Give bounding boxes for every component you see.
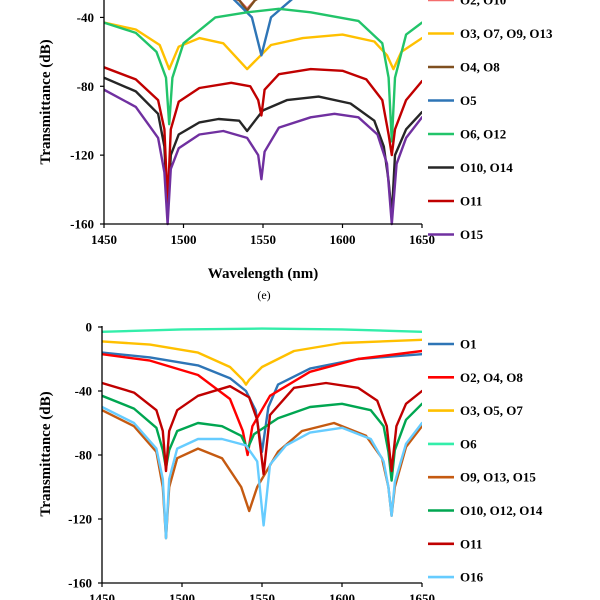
top-chart-legend-label: O3, O7, O9, O13 xyxy=(460,26,553,41)
top-chart-panel: -40-80-120-160 1450 1500 1550 1600 1650 Tran… xyxy=(38,0,553,282)
bottom-chart-legend-label: O9, O13, O15 xyxy=(460,470,536,485)
bottom-chart-x-tick-label: 1450 xyxy=(89,591,115,600)
top-chart-legend-label: O2, O10 xyxy=(460,0,506,8)
top-chart-series-o3-o7-o9-o13 xyxy=(104,21,422,71)
bottom-chart-legend-item: O16 xyxy=(428,570,484,585)
bottom-chart-series-o11 xyxy=(102,381,422,476)
top-chart-legend-item: O3, O7, O9, O13 xyxy=(428,26,553,41)
top-chart-series-o15 xyxy=(104,88,422,226)
bottom-chart-y-tick-label: -80 xyxy=(75,448,92,463)
bottom-chart-x-tick-label: 1550 xyxy=(249,591,275,600)
bottom-chart-series-o2-o4-o8 xyxy=(102,349,422,457)
bottom-chart-y-tick-label: 0 xyxy=(86,320,93,335)
top-chart-legend-item: O4, O8 xyxy=(428,60,500,75)
bottom-chart-legend-label: O11 xyxy=(460,536,482,551)
top-chart-y-tick-label: -40 xyxy=(77,10,94,25)
top-chart-legend-item: O10, O14 xyxy=(428,160,513,175)
bottom-chart-y-ticks: 0 -40 -80 -120 -160 xyxy=(68,320,102,591)
bottom-chart-legend-label: O1 xyxy=(460,337,477,352)
bottom-chart-legend-item: O3, O5, O7 xyxy=(428,403,523,418)
bottom-chart-legend-item: O9, O13, O15 xyxy=(428,470,536,485)
bottom-chart-legend-label: O3, O5, O7 xyxy=(460,403,523,418)
top-chart-legend-label: O5 xyxy=(460,93,477,108)
bottom-chart-legend-label: O2, O4, O8 xyxy=(460,370,523,385)
top-chart-legend-label: O10, O14 xyxy=(460,160,513,175)
top-chart-series-o11 xyxy=(104,66,422,205)
top-chart-legend-item: O11 xyxy=(428,194,482,209)
top-chart-y-tick-label: -80 xyxy=(77,79,94,94)
bottom-chart-series-o3-o5-o7 xyxy=(102,338,422,386)
top-chart-x-axis-label: Wavelength (nm) xyxy=(208,266,318,282)
top-chart-legend-item: O15 xyxy=(428,227,484,242)
top-chart-series-o4-o8 xyxy=(236,0,258,12)
top-chart-series-o5 xyxy=(232,0,293,57)
top-chart-series-o6-o12 xyxy=(104,7,422,143)
bottom-chart-legend-item: O1 xyxy=(428,337,477,352)
bottom-chart-x-tick-label: 1650 xyxy=(409,591,435,600)
panel-label: (e) xyxy=(257,288,270,302)
top-chart-y-tick-label: -120 xyxy=(70,148,94,163)
top-chart-series-lines xyxy=(104,0,422,226)
bottom-chart-x-ticks: 1450 1500 1550 1600 1650 xyxy=(89,583,435,600)
top-chart-x-tick-label: 1500 xyxy=(171,232,197,247)
top-chart-legend-item: O5 xyxy=(428,93,477,108)
top-chart-y-ticks: -40 -80 -120 -160 xyxy=(70,10,104,232)
bottom-chart-x-tick-label: 1600 xyxy=(329,591,355,600)
top-chart-series-o2-o10 xyxy=(235,0,258,10)
top-chart-legend-item: O2, O10 xyxy=(428,0,506,8)
top-chart-x-tick-label: 1550 xyxy=(250,232,276,247)
bottom-chart-legend-item: O6 xyxy=(428,436,477,451)
bottom-chart-y-tick-label: -40 xyxy=(75,384,92,399)
bottom-chart-y-tick-label: -160 xyxy=(68,576,92,591)
top-chart-x-ticks: 1450 1500 1550 1600 1650 xyxy=(91,224,435,247)
bottom-chart-legend-item: O11 xyxy=(428,536,482,551)
bottom-chart-series-lines xyxy=(102,327,422,540)
top-chart-legend-item: O6, O12 xyxy=(428,127,506,142)
bottom-chart-legend-item: O10, O12, O14 xyxy=(428,503,543,518)
top-chart-x-tick-label: 1450 xyxy=(91,232,117,247)
bottom-chart-series-o16 xyxy=(102,405,422,540)
bottom-chart-legend-label: O10, O12, O14 xyxy=(460,503,543,518)
top-chart-legend-label: O4, O8 xyxy=(460,60,500,75)
top-chart-legend-label: O15 xyxy=(460,227,484,242)
top-chart-legend-label: O6, O12 xyxy=(460,127,506,142)
bottom-chart-legend-label: O16 xyxy=(460,570,484,585)
top-chart-y-axis-label: Transmittance (dB) xyxy=(38,39,54,164)
bottom-chart-panel: 0 -40 -80 -120 -160 1450 1500 1550 1600 1650 Tra… xyxy=(38,320,543,600)
top-chart-legend-label: O11 xyxy=(460,194,482,209)
bottom-chart-series-o6 xyxy=(102,327,422,333)
bottom-chart-legend-label: O6 xyxy=(460,436,477,451)
bottom-chart-y-tick-label: -120 xyxy=(68,512,92,527)
bottom-chart-y-axis-label: Transmittance (dB) xyxy=(38,391,54,516)
top-chart-legend: O2, O10 O3, O7, O9, O13 O4, O8 O5 O6, O12 O10… xyxy=(428,0,553,242)
bottom-chart-legend: O1 O2, O4, O8 O3, O5, O7 O6 O9, O13, O15 O10,… xyxy=(428,337,543,585)
bottom-chart-legend-item: O2, O4, O8 xyxy=(428,370,523,385)
top-chart-x-tick-label: 1600 xyxy=(330,232,356,247)
top-chart-y-tick-label: -160 xyxy=(70,217,94,232)
bottom-chart-x-tick-label: 1500 xyxy=(169,591,195,600)
